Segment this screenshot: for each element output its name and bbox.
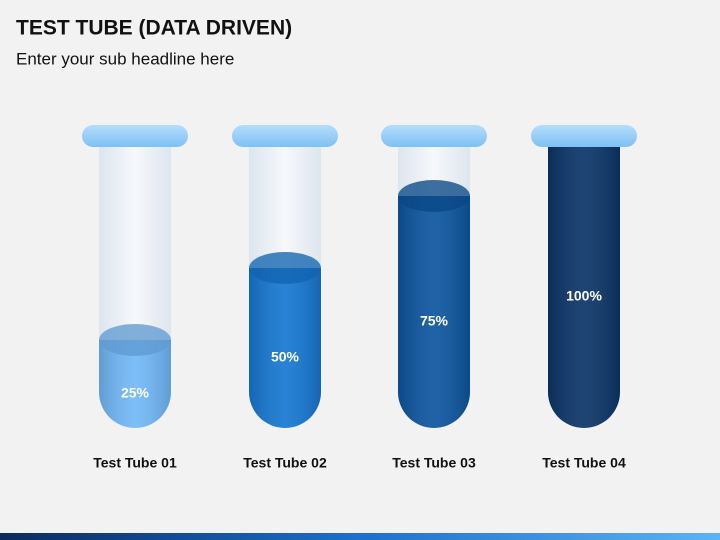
liquid-surface-shade (249, 252, 321, 284)
tube-liquid (548, 146, 620, 428)
liquid-shade (548, 146, 620, 428)
tube-cap (531, 125, 637, 147)
bottom-strip (0, 533, 720, 540)
value-label: 50% (271, 349, 300, 365)
tube-cap (232, 125, 338, 147)
liquid-shade (398, 196, 470, 428)
tube-cap (381, 125, 487, 147)
liquid-shade (249, 268, 321, 428)
value-label: 100% (566, 288, 602, 304)
subtitle: Enter your sub headline here (16, 49, 234, 68)
liquid-surface (99, 324, 171, 356)
liquid-surface-shade (398, 180, 470, 212)
category-label: Test Tube 03 (392, 455, 476, 471)
tube-liquid (398, 180, 470, 428)
tube-liquid (99, 324, 171, 428)
tube-liquid (249, 252, 321, 428)
value-label: 25% (121, 385, 150, 401)
value-label: 75% (420, 313, 449, 329)
category-label: Test Tube 04 (542, 455, 626, 471)
title: TEST TUBE (DATA DRIVEN) (16, 17, 292, 40)
category-label: Test Tube 02 (243, 455, 327, 471)
liquid-surface-shade (99, 324, 171, 356)
tube-cap (82, 125, 188, 147)
category-label: Test Tube 01 (93, 455, 177, 471)
liquid-surface (249, 252, 321, 284)
liquid-surface (398, 180, 470, 212)
